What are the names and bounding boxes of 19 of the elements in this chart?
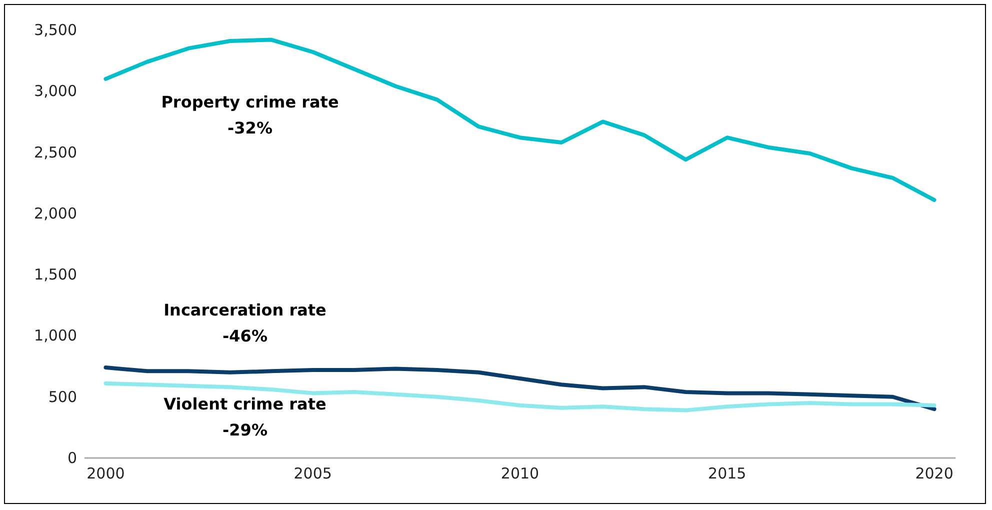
line-series [104,381,936,412]
annotation: Property crime rate -32% [161,92,339,138]
line-series [104,366,936,412]
annotation: Violent crime rate -29% [164,394,326,440]
y-tick-label: 2,000 [34,204,77,222]
annotation: Incarceration rate -46% [164,300,327,346]
y-tick-label: 3,500 [34,21,77,39]
x-tick-label: 2020 [915,464,954,482]
y-tick-label: 3,000 [34,82,77,100]
x-tick-label: 2015 [708,464,746,482]
x-tick-label: 2005 [294,464,332,482]
y-tick-label: 1,500 [34,266,77,284]
y-tick-label: 0 [67,449,77,467]
y-tick-label: 500 [48,388,77,406]
x-tick-label: 2000 [86,464,125,482]
y-tick-label: 2,500 [34,143,77,162]
y-tick-label: 1,000 [34,326,77,345]
x-tick-label: 2010 [500,464,540,482]
line-series [104,38,936,202]
